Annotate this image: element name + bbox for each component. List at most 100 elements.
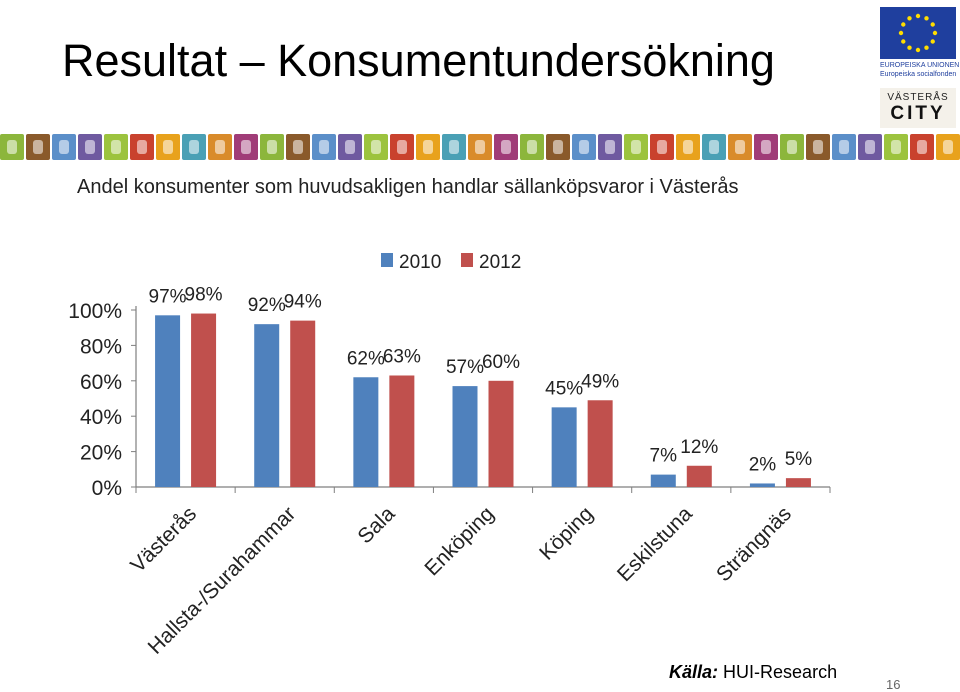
data-label: 2% (749, 454, 777, 475)
category-label: Sala (353, 502, 399, 548)
city-logo-line1: VÄSTERÅS (887, 92, 949, 103)
pictogram-tile-icon (702, 134, 726, 160)
eu-star-icon (924, 16, 929, 21)
category-label: Strängnäs (712, 502, 796, 586)
bar-2010 (650, 474, 676, 487)
source-label: Källa: (669, 662, 719, 682)
bar-2010 (254, 324, 280, 487)
data-label: 63% (383, 346, 421, 367)
category-label: Västerås (126, 502, 201, 577)
legend-label: 2012 (479, 252, 521, 273)
y-tick-label: 20% (80, 442, 122, 465)
bar-2010 (551, 407, 577, 487)
pictogram-tile-icon (286, 134, 310, 160)
chart-axes: 0% 20% 40% 60% 80% 100% (68, 300, 831, 500)
eu-flag-icon (880, 7, 956, 59)
pictogram-tile-icon (442, 134, 466, 160)
data-label: 94% (284, 292, 322, 313)
eu-star-icon (901, 22, 906, 27)
source-note: Källa: HUI-Research (669, 663, 837, 681)
data-label: 92% (248, 295, 286, 316)
pictogram-tile-icon (364, 134, 388, 160)
pictogram-tile-icon (26, 134, 50, 160)
data-label: 7% (650, 446, 678, 467)
data-label: 12% (680, 437, 718, 458)
decorative-tile-strip (0, 134, 960, 160)
pictogram-tile-icon (416, 134, 440, 160)
pictogram-tile-icon (52, 134, 76, 160)
data-label: 97% (149, 286, 187, 307)
category-label: Köping (535, 502, 598, 565)
bar-2010 (452, 386, 478, 487)
bar-2010 (749, 483, 775, 487)
pictogram-tile-icon (78, 134, 102, 160)
category-label: Enköping (420, 502, 498, 580)
pictogram-tile-icon (468, 134, 492, 160)
data-label: 98% (185, 285, 223, 306)
pictogram-tile-icon (520, 134, 544, 160)
eu-logo: EUROPEISKA UNIONEN Europeiska socialfond… (880, 7, 960, 79)
source-text: HUI-Research (723, 662, 838, 682)
pictogram-tile-icon (130, 134, 154, 160)
pictogram-tile-icon (312, 134, 336, 160)
page-number: 16 (886, 677, 901, 692)
eu-logo-line2: Europeiska socialfonden (880, 71, 957, 78)
data-label: 49% (581, 371, 619, 392)
legend-swatch-2012 (461, 253, 473, 267)
pictogram-tile-icon (806, 134, 830, 160)
eu-star-icon (930, 39, 935, 44)
slide-title: Resultat – Konsumentundersökning (62, 35, 775, 86)
pictogram-tile-icon (338, 134, 362, 160)
pictogram-tile-icon (234, 134, 258, 160)
pictogram-tile-icon (208, 134, 232, 160)
pictogram-tile-icon (910, 134, 934, 160)
bar-2012 (488, 380, 514, 487)
bar-2012 (389, 375, 415, 487)
bar-2012 (290, 320, 316, 487)
pictogram-tile-icon (156, 134, 180, 160)
pictogram-tile-icon (182, 134, 206, 160)
bar-2012 (587, 400, 613, 487)
chart-data-labels: 97%98% 92%94% 62%63% 57%60% 45%49% 7% 12% 2% 5% (149, 285, 813, 476)
bar-2012 (785, 478, 811, 487)
data-label: 57% (446, 357, 484, 378)
pictogram-tile-icon (780, 134, 804, 160)
pictogram-tile-icon (104, 134, 128, 160)
y-tick-label: 40% (80, 406, 122, 429)
pictogram-tile-icon (728, 134, 752, 160)
pictogram-tile-icon (832, 134, 856, 160)
chart-legend: 2010 2012 (381, 252, 521, 273)
eu-star-icon (901, 39, 906, 44)
pictogram-tile-icon (546, 134, 570, 160)
pictogram-tile-icon (754, 134, 778, 160)
y-tick-label: 60% (80, 371, 122, 394)
eu-star-icon (907, 16, 912, 21)
category-label: Eskilstuna (613, 502, 697, 586)
chart-bars (155, 313, 811, 487)
bar-2010 (155, 315, 181, 487)
bar-2012 (686, 465, 712, 487)
pictogram-tile-icon (494, 134, 518, 160)
pictogram-tile-icon (390, 134, 414, 160)
pictogram-tile-icon (936, 134, 960, 160)
pictogram-tile-icon (598, 134, 622, 160)
eu-star-icon (915, 47, 921, 53)
pictogram-tile-icon (676, 134, 700, 160)
eu-star-icon (932, 30, 938, 36)
pictogram-tile-icon (0, 134, 24, 160)
eu-star-icon (907, 45, 912, 50)
eu-star-icon (898, 30, 904, 36)
legend-label: 2010 (399, 252, 441, 273)
data-label: 62% (347, 348, 385, 369)
eu-star-icon (930, 22, 935, 27)
eu-logo-line1: EUROPEISKA UNIONEN (880, 62, 960, 69)
legend-swatch-2010 (381, 253, 393, 267)
data-label: 45% (545, 378, 583, 399)
pictogram-tile-icon (884, 134, 908, 160)
pictogram-tile-icon (572, 134, 596, 160)
data-label: 5% (785, 449, 813, 470)
data-label: 60% (482, 352, 520, 373)
city-logo-line2: CITY (890, 103, 946, 124)
